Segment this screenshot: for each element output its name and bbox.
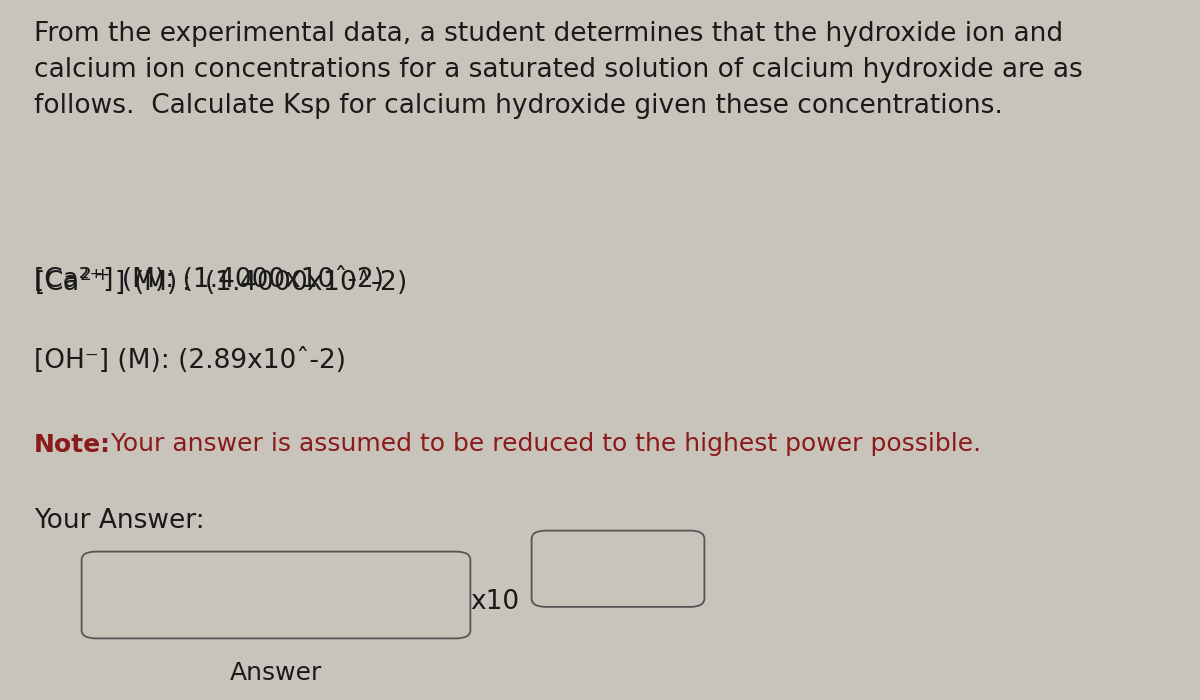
Text: Your answer is assumed to be reduced to the highest power possible.: Your answer is assumed to be reduced to … [103, 433, 982, 456]
FancyBboxPatch shape [82, 552, 470, 638]
Text: From the experimental data, a student determines that the hydroxide ion and
calc: From the experimental data, a student de… [34, 21, 1082, 119]
Text: Note:: Note: [34, 433, 110, 456]
Text: [Ca²⁺] (M): (1.4000x10ˆ-2): [Ca²⁺] (M): (1.4000x10ˆ-2) [34, 267, 384, 293]
Text: $\mathsf{[Ca^{2+}]}$$\mathsf{\ (M):\ (1.4000x10^{\wedge}\text{-}2)}$: $\mathsf{[Ca^{2+}]}$$\mathsf{\ (M):\ (1.… [34, 264, 407, 296]
Text: Answer: Answer [230, 662, 322, 685]
Text: x10: x10 [470, 589, 520, 615]
Text: [OH⁻] (M): (2.89x10ˆ-2): [OH⁻] (M): (2.89x10ˆ-2) [34, 347, 346, 374]
FancyBboxPatch shape [532, 531, 704, 607]
Text: Your Answer:: Your Answer: [34, 508, 204, 535]
